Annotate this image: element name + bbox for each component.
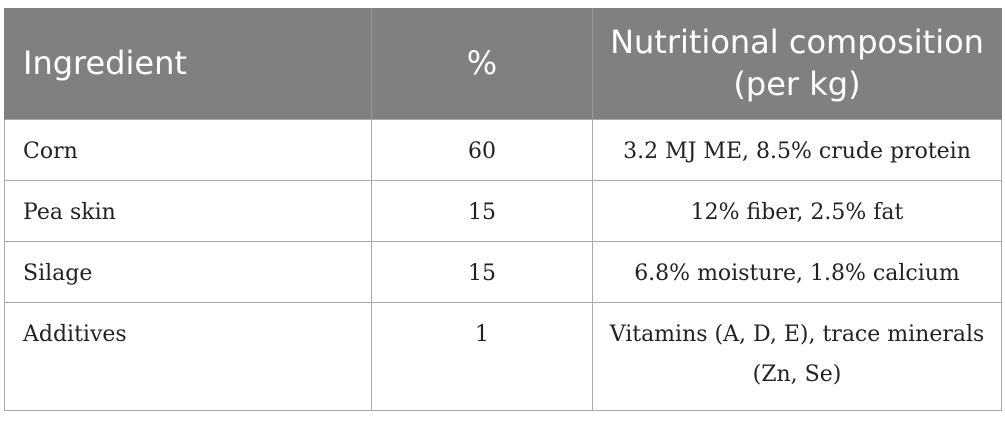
cell-ingredient: Pea skin	[4, 179, 372, 242]
cell-ingredient: Additives	[4, 301, 372, 411]
cell-composition: 12% fiber, 2.5% fat	[592, 179, 1002, 242]
cell-percent: 15	[371, 240, 593, 303]
cell-composition: Vitamins (A, D, E), trace minerals (Zn, …	[592, 301, 1002, 411]
cell-percent: 1	[371, 301, 593, 411]
cell-ingredient: Corn	[4, 118, 372, 181]
table-body: Corn 60 3.2 MJ ME, 8.5% crude protein Pe…	[4, 118, 1002, 411]
feed-composition-table: Ingredient % Nutritional composition (pe…	[4, 8, 1002, 411]
table-row: Silage 15 6.8% moisture, 1.8% calcium	[4, 240, 1002, 303]
header-composition: Nutritional composition (per kg)	[592, 8, 1002, 119]
cell-percent: 15	[371, 179, 593, 242]
header-percent: %	[371, 8, 593, 119]
table-row: Pea skin 15 12% fiber, 2.5% fat	[4, 179, 1002, 242]
cell-composition: 3.2 MJ ME, 8.5% crude protein	[592, 118, 1002, 181]
header-ingredient: Ingredient	[4, 8, 372, 119]
table-row: Additives 1 Vitamins (A, D, E), trace mi…	[4, 301, 1002, 411]
table-row: Corn 60 3.2 MJ ME, 8.5% crude protein	[4, 118, 1002, 181]
table-header: Ingredient % Nutritional composition (pe…	[4, 8, 1002, 119]
cell-ingredient: Silage	[4, 240, 372, 303]
cell-percent: 60	[371, 118, 593, 181]
cell-composition: 6.8% moisture, 1.8% calcium	[592, 240, 1002, 303]
header-row: Ingredient % Nutritional composition (pe…	[4, 8, 1002, 119]
